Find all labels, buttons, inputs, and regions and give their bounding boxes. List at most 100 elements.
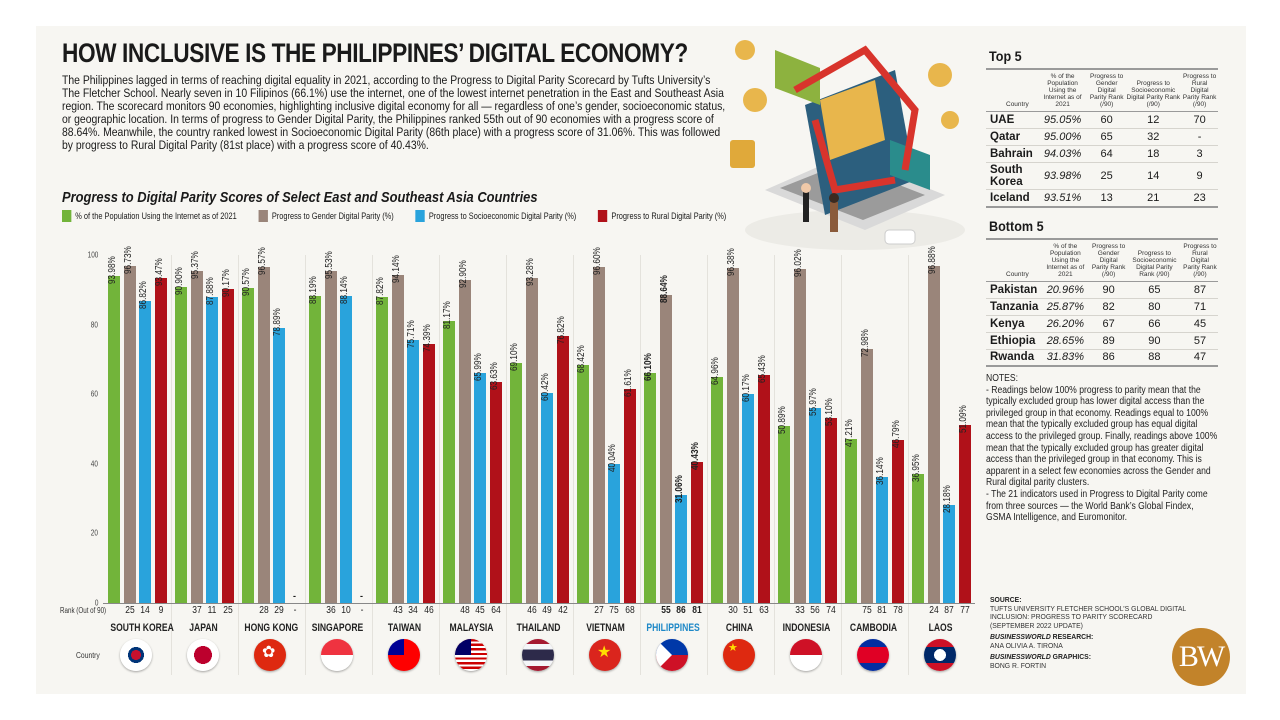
value-cell: 18 (1125, 145, 1182, 163)
country-label: SOUTH KOREA (110, 622, 174, 634)
flag-icon: ★ (723, 639, 755, 671)
value-cell: 90 (1126, 332, 1182, 350)
country-cell: Pakistan (986, 281, 1041, 299)
country-label: PHILIPPINES (646, 622, 700, 634)
country-label: HONG KONG (244, 622, 299, 634)
bar-socioeconomic (474, 373, 486, 603)
value-cell: 70 (1181, 111, 1218, 129)
bar-value-label: 96.38% (725, 247, 737, 276)
value-cell: 86 (1102, 351, 1115, 364)
rank-gender: 33 (794, 605, 805, 616)
rank-rural: 81 (691, 605, 702, 616)
bar-chart-plot: 93.98% 96.73% 86.82% 93.47% 90.90% 95.37% 87.8… (105, 246, 975, 675)
bar-rural (690, 462, 703, 603)
country-label: TAIWAN (387, 622, 422, 634)
source-text: TUFTS UNIVERSITY FLETCHER SCHOOL’S GLOBA… (990, 603, 1186, 630)
table-row: Kenya 26.20% 67 66 45 (986, 315, 1218, 333)
country-label: LAOS (928, 622, 953, 634)
value-cell: 32 (1125, 128, 1182, 146)
value-cell: 23 (1193, 191, 1206, 204)
rank-socioeconomic: 10 (341, 605, 351, 616)
value-cell: 57 (1181, 332, 1218, 350)
bar-gender (458, 279, 471, 603)
rank-gender: 28 (258, 605, 269, 616)
value-cell: 88 (1148, 351, 1161, 364)
bar-gender (123, 266, 136, 603)
rank-socioeconomic: 81 (877, 605, 887, 616)
y-tick-label: 0 (94, 598, 98, 608)
bar-gender (659, 294, 672, 603)
rank-gender: 30 (727, 605, 738, 616)
note-item: - Readings below 100% progress to parity… (986, 384, 1218, 489)
bar-value-label: 88.19% (308, 276, 319, 305)
rank-rural: - (293, 605, 296, 616)
rank-socioeconomic: 87 (944, 605, 954, 616)
bar-value-label: 78.89% (272, 308, 283, 337)
rank-rural: 68 (624, 605, 635, 616)
bar-value-label: 47.21% (844, 418, 855, 447)
bar-gender (190, 271, 203, 603)
bar-socioeconomic (675, 494, 687, 603)
bar-value-label: 96.73% (122, 246, 134, 275)
country-label: CAMBODIA (849, 622, 898, 634)
bar-value-label: 53.10% (823, 398, 835, 427)
rank-gender: 48 (459, 605, 470, 616)
flag-icon (924, 639, 956, 671)
bar-value-label: 61.61% (622, 368, 634, 397)
value-cell: 95.00% (1037, 128, 1088, 146)
column-header: Progress to Rural Digital Parity Rank (/… (1181, 69, 1218, 112)
rank-rural: 63 (758, 605, 769, 616)
bar-rural (556, 335, 569, 603)
bar-value-label: 90.17% (220, 269, 232, 298)
bar-rural (422, 344, 435, 603)
legend-swatch-rural (598, 210, 608, 222)
bar-value-label: 81.17% (442, 300, 453, 329)
legend-item-socioeconomic: Progress to Socioeconomic Digital Parity… (415, 210, 576, 222)
graphics-name: BONG R. FORTIN (990, 660, 1047, 670)
rank-socioeconomic: 11 (207, 605, 217, 616)
research-name: ANA OLIVIA A. TIRONA (990, 640, 1063, 650)
rank-rural: - (360, 605, 363, 616)
value-cell: 71 (1181, 298, 1218, 316)
country-cell: Qatar (986, 128, 1038, 146)
value-cell: 82 (1090, 298, 1127, 316)
rank-rural: 78 (892, 605, 903, 616)
value-cell: 94.03% (1037, 145, 1088, 163)
value-cell: 28.65% (1040, 332, 1091, 350)
value-cell: 47 (1193, 351, 1207, 364)
bar-value-label: 50.89% (777, 406, 788, 434)
bar-value-label: 36.95% (911, 454, 922, 483)
bar-value-label: 88.64% (658, 274, 670, 303)
bar-value-label: 96.02% (792, 249, 804, 277)
bar-internet (845, 438, 857, 603)
credits: SOURCE: TUFTS UNIVERSITY FLETCHER SCHOOL… (990, 595, 1197, 673)
rank-rural: 25 (222, 605, 233, 616)
bar-value-label: 65.43% (756, 355, 768, 384)
flag-icon: ★ (589, 639, 621, 671)
intro-paragraph: The Philippines lagged in terms of reach… (62, 73, 726, 153)
bar-value-label: 74.39% (421, 324, 433, 353)
bar-internet (443, 320, 455, 603)
column-header: Progress to Socioeconomic Digital Parity… (1126, 238, 1182, 282)
value-cell: 25 (1087, 162, 1126, 190)
group-divider (305, 255, 306, 675)
bar-value-label: 66.10% (643, 353, 654, 381)
bottom5-table: Country% of the Population Using the Int… (986, 237, 1218, 367)
bar-socioeconomic (809, 408, 821, 603)
legend-item-internet: % of the Population Using the Internet a… (62, 210, 237, 222)
missing-value-marker: - (293, 591, 296, 601)
bar-gender (324, 270, 337, 603)
country-label: SINGAPORE (311, 622, 364, 634)
column-header: Progress to Gender Digital Parity Rank (… (1087, 69, 1126, 112)
group-divider (908, 255, 909, 675)
bar-internet (778, 425, 790, 603)
country-cell: South Korea (986, 162, 1038, 190)
flag-icon (120, 639, 152, 671)
country-label: CHINA (725, 622, 754, 634)
table-row: South Korea 93.98% 25 14 9 (986, 162, 1218, 190)
bar-internet (175, 286, 187, 603)
bar-value-label: 63.63% (488, 361, 500, 390)
x-axis-baseline (103, 603, 975, 604)
flag-icon (455, 639, 487, 671)
chart-title: Progress to Digital Parity Scores of Sel… (62, 189, 538, 206)
